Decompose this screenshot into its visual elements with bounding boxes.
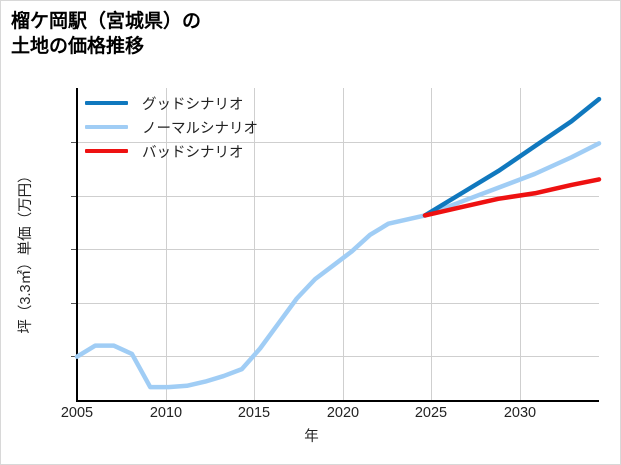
- x-tick-label-2005: 2005: [60, 405, 94, 421]
- legend-swatch-good-icon: [85, 101, 128, 105]
- legend-label-normal: ノーマルシナリオ: [142, 120, 258, 137]
- gridline-x-2020: [343, 88, 344, 401]
- gridline-x-2030: [520, 88, 521, 401]
- legend-item-bad: バッドシナリオ: [85, 139, 305, 163]
- y-tick-mark-140: [71, 142, 76, 143]
- y-axis-spine: [76, 88, 78, 402]
- gridline-x-2025: [431, 88, 432, 401]
- y-axis-label: 坪（3.3㎡）単価（万円）: [1, 1, 34, 333]
- x-axis-label: 年: [304, 429, 319, 445]
- legend-item-normal: ノーマルシナリオ: [85, 115, 305, 139]
- legend-label-bad: バッドシナリオ: [142, 144, 244, 161]
- page-title: 榴ケ岡駅（宮城県）の 土地の価格推移: [11, 11, 202, 58]
- y-tick-mark-100: [71, 249, 76, 250]
- legend: グッドシナリオ ノーマルシナリオ バッドシナリオ: [85, 91, 305, 163]
- x-tick-label-2010: 2010: [149, 405, 183, 421]
- x-axis-spine: [76, 400, 599, 402]
- x-tick-label-2025: 2025: [414, 405, 448, 421]
- x-tick-label-2030: 2030: [503, 405, 537, 421]
- y-tick-mark-60: [71, 356, 76, 357]
- legend-item-good: グッドシナリオ: [85, 91, 305, 115]
- y-tick-mark-80: [71, 302, 76, 304]
- y-axis-label-text: 坪（3.3㎡）単価（万円）: [18, 168, 34, 334]
- x-tick-label-2020: 2020: [326, 405, 360, 421]
- y-tick-mark-120: [71, 195, 76, 197]
- legend-swatch-normal-icon: [85, 125, 128, 129]
- x-tick-label-2015: 2015: [237, 405, 271, 421]
- legend-swatch-bad-icon: [85, 149, 128, 153]
- legend-label-good: グッドシナリオ: [142, 96, 244, 113]
